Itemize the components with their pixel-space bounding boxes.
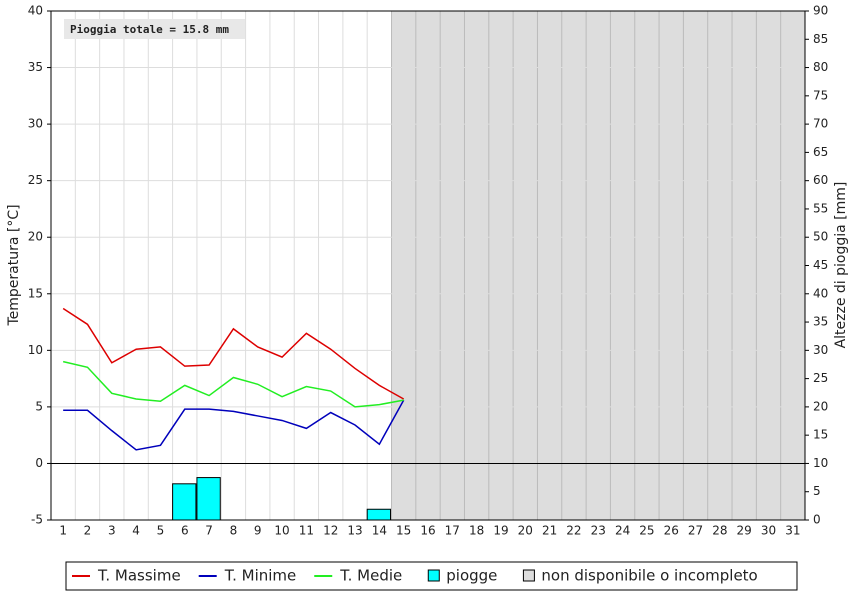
y-tick-label: 5 (35, 399, 43, 413)
unavailable-area (391, 11, 805, 520)
x-tick-label: 26 (664, 524, 679, 538)
y-tick-label: -5 (31, 513, 43, 527)
y2-tick-label: 10 (813, 456, 828, 470)
y2-tick-label: 50 (813, 230, 828, 244)
x-tick-label: 16 (420, 524, 435, 538)
legend-label: piogge (446, 567, 497, 585)
rain-bar (196, 477, 221, 521)
x-tick-label: 22 (566, 524, 581, 538)
x-tick-label: 13 (347, 524, 362, 538)
y-tick-label: 15 (28, 286, 43, 300)
x-tick-label: 30 (761, 524, 776, 538)
y2-tick-label: 55 (813, 201, 828, 215)
x-tick-label: 8 (230, 524, 238, 538)
y2-tick-label: 85 (813, 32, 828, 46)
legend-label: T. Medie (339, 567, 402, 585)
y-tick-label: 35 (28, 60, 43, 74)
plot-frame (50, 10, 806, 521)
x-tick-label: 14 (372, 524, 387, 538)
y2-tick-label: 80 (813, 60, 828, 74)
x-tick-label: 12 (323, 524, 338, 538)
y2-tick-label: 5 (813, 484, 821, 498)
y2-axis-label: Altezze di pioggia [mm] (833, 182, 849, 349)
y-axis-label: Temperatura [°C] (6, 204, 22, 326)
y2-tick-label: 90 (813, 4, 828, 18)
y2-tick-label: 0 (813, 513, 821, 527)
y-tick-label: 40 (28, 4, 43, 18)
y2-tick-label: 60 (813, 173, 828, 187)
x-tick-label: 5 (157, 524, 165, 538)
temp-line (63, 399, 405, 451)
x-tick-label: 17 (445, 524, 460, 538)
x-tick-label: 23 (591, 524, 606, 538)
y-tick-label: 0 (35, 456, 43, 470)
y2-tick-label: 15 (813, 428, 828, 442)
y2-tick-label: 40 (813, 286, 828, 300)
legend-label: T. Massime (97, 567, 181, 585)
y2-tick-label: 70 (813, 117, 828, 131)
legend-label: T. Minime (224, 567, 297, 585)
x-tick-label: 11 (299, 524, 314, 538)
x-tick-label: 19 (493, 524, 508, 538)
y2-tick-label: 65 (813, 145, 828, 159)
x-tick-label: 6 (181, 524, 189, 538)
rain-bar (172, 483, 197, 521)
temp-line (62, 360, 404, 408)
x-tick-label: 1 (59, 524, 67, 538)
x-tick-label: 4 (132, 524, 140, 538)
x-tick-label: 15 (396, 524, 411, 538)
x-tick-label: 25 (639, 524, 654, 538)
legend-swatch (522, 569, 535, 582)
x-tick-label: 7 (205, 524, 213, 538)
y2-tick-label: 30 (813, 343, 828, 357)
y-tick-label: 10 (28, 343, 43, 357)
y2-tick-label: 20 (813, 399, 828, 413)
x-tick-label: 28 (712, 524, 727, 538)
x-tick-label: 18 (469, 524, 484, 538)
x-tick-label: 3 (108, 524, 116, 538)
x-tick-label: 21 (542, 524, 557, 538)
x-tick-label: 31 (785, 524, 800, 538)
temp-line (62, 307, 405, 400)
x-tick-label: 27 (688, 524, 703, 538)
y2-tick-label: 75 (813, 88, 828, 102)
x-tick-label: 2 (84, 524, 92, 538)
y-tick-label: 20 (28, 230, 43, 244)
y2-tick-label: 25 (813, 371, 828, 385)
legend-label: non disponibile o incompleto (541, 567, 757, 585)
legend-swatch (427, 569, 440, 582)
y-tick-label: 30 (28, 117, 43, 131)
x-tick-label: 29 (737, 524, 752, 538)
annotation-box (64, 19, 245, 39)
y2-tick-label: 35 (813, 315, 828, 329)
x-tick-label: 10 (274, 524, 289, 538)
x-tick-label: 9 (254, 524, 262, 538)
y2-tick-label: 45 (813, 258, 828, 272)
x-tick-label: 24 (615, 524, 630, 538)
x-tick-label: 20 (518, 524, 533, 538)
y-tick-label: 25 (28, 173, 43, 187)
annotation: Pioggia totale = 15.8 mm (70, 23, 229, 36)
rain-bar (366, 508, 392, 521)
